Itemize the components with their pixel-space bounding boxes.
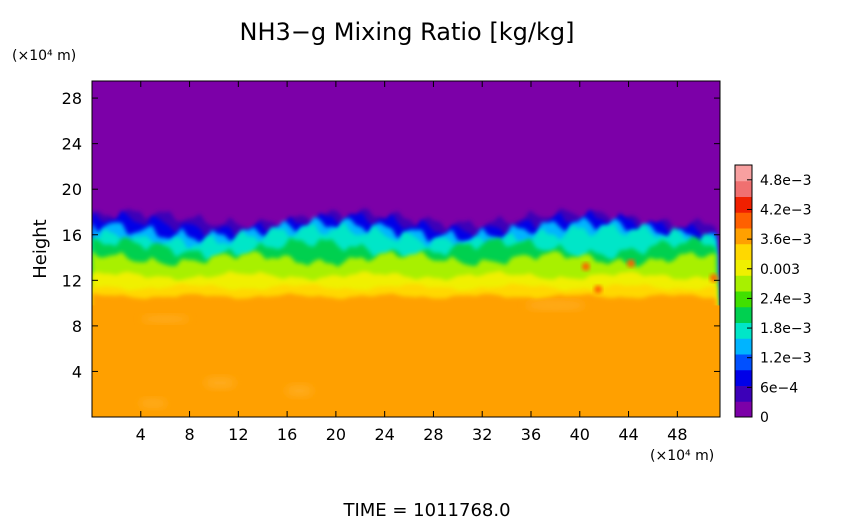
colorbar-segment <box>735 338 752 355</box>
colorbar-segment <box>735 243 752 260</box>
chart-title: NH3−g Mixing Ratio [kg/kg] <box>240 18 575 46</box>
colorbar-label: 1.8e−3 <box>760 321 812 337</box>
x-tick-label: 16 <box>277 425 297 444</box>
y-tick-label: 24 <box>62 135 82 154</box>
field-blotch <box>138 398 167 409</box>
colorbar <box>735 165 752 418</box>
colorbar-label: 3.6e−3 <box>760 232 812 248</box>
field-blotch <box>204 376 237 389</box>
x-tick-label: 48 <box>667 425 687 444</box>
y-tick-label: 28 <box>62 89 82 108</box>
x-tick-label: 20 <box>326 425 346 444</box>
colorbar-segment <box>735 165 752 182</box>
field-blotch <box>285 384 314 397</box>
x-tick-label: 12 <box>228 425 248 444</box>
time-footer: TIME = 1011768.0 <box>342 500 510 519</box>
colorbar-segment <box>735 291 752 308</box>
x-unit-label: (×10⁴ m) <box>650 448 714 464</box>
x-tick-label: 24 <box>374 425 394 444</box>
field-hotspot <box>594 285 603 294</box>
field-blotch <box>141 315 190 324</box>
x-tick-label: 44 <box>618 425 638 444</box>
colorbar-segment <box>735 259 752 276</box>
field-hotspot <box>709 274 718 283</box>
y-tick-label: 8 <box>72 317 82 336</box>
colorbar-label: 4.2e−3 <box>760 202 812 218</box>
colorbar-label: 0 <box>760 410 769 426</box>
y-axis: 4 8 12 16 20 24 28 <box>62 89 720 381</box>
x-tick-label: 4 <box>136 425 146 444</box>
field-blotch <box>525 300 586 311</box>
y-unit-label: (×10⁴ m) <box>12 48 76 64</box>
x-tick-label: 40 <box>570 425 590 444</box>
y-tick-label: 4 <box>72 362 82 381</box>
colorbar-segment <box>735 275 752 292</box>
colorbar-label: 0.003 <box>760 262 800 278</box>
colorbar-segment <box>735 369 752 386</box>
colorbar-frame <box>734 164 753 418</box>
colorbar-segment <box>735 306 752 323</box>
colorbar-label: 6e−4 <box>760 380 798 396</box>
colorbar-segment <box>735 322 752 339</box>
colorbar-segment <box>735 228 752 245</box>
x-tick-label: 8 <box>184 425 194 444</box>
y-tick-label: 20 <box>62 180 82 199</box>
field-hotspot <box>626 259 635 268</box>
x-tick-label: 32 <box>472 425 492 444</box>
x-tick-label: 36 <box>521 425 541 444</box>
plot-frame <box>91 80 721 418</box>
colorbar-segment <box>735 196 752 213</box>
x-axis: 4 8 12 16 20 24 28 32 36 40 44 48 <box>136 81 688 444</box>
heatmap-field <box>92 81 720 417</box>
field-hotspot <box>581 262 590 271</box>
colorbar-label: 1.2e−3 <box>760 351 812 367</box>
colorbar-segment <box>735 401 752 418</box>
field-lower-layer <box>92 305 720 417</box>
colorbar-label: 4.8e−3 <box>760 173 812 189</box>
colorbar-segment <box>735 180 752 197</box>
colorbar-label: 2.4e−3 <box>760 291 812 307</box>
x-tick-label: 28 <box>423 425 443 444</box>
colorbar-segment <box>735 212 752 229</box>
colorbar-segment <box>735 354 752 371</box>
y-axis-label: Height <box>30 219 51 279</box>
y-tick-label: 12 <box>62 271 82 290</box>
colorbar-segment <box>735 385 752 402</box>
y-tick-label: 16 <box>62 226 82 245</box>
colorbar-labels: 0 6e−4 1.2e−3 1.8e−3 2.4e−3 0.003 3.6e−3 4.2e−3… <box>747 173 812 426</box>
